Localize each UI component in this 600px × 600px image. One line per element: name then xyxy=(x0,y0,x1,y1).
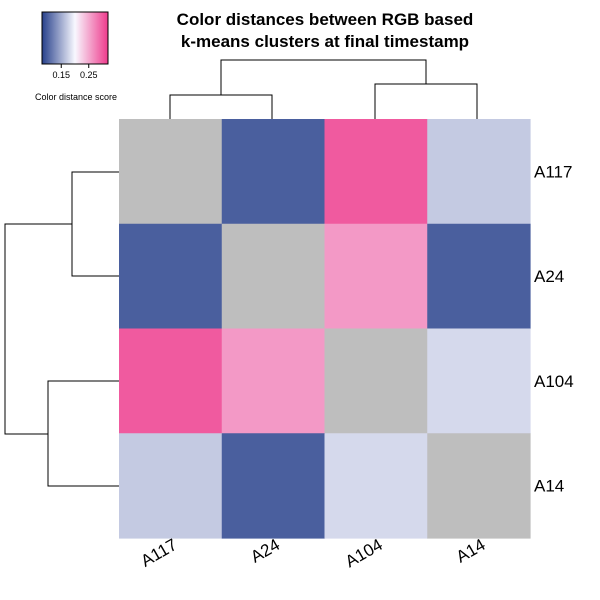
heatmap-cells xyxy=(119,119,531,539)
heatmap-cell-a24-a117 xyxy=(119,223,223,330)
heatmap-cell-a24-a14 xyxy=(427,223,531,330)
row-label-a117: A117 xyxy=(534,162,572,181)
column-label-a14: A14 xyxy=(453,535,489,567)
chart-title-line-2: k-means clusters at final timestamp xyxy=(181,32,469,51)
heatmap-cell-a117-a24 xyxy=(221,119,326,225)
column-dendrogram xyxy=(169,59,478,119)
color-key-tick-label: 0.25 xyxy=(80,70,98,80)
heatmap-cell-a14-a117 xyxy=(119,433,223,539)
column-label-a24: A24 xyxy=(247,535,283,567)
column-label-a104: A104 xyxy=(342,535,386,571)
heatmap-cell-a104-a104 xyxy=(324,328,428,434)
heatmap-cell-a14-a104 xyxy=(324,433,428,539)
column-dendrogram-branch-right xyxy=(374,83,478,119)
row-dendrogram-branch-top xyxy=(71,171,119,277)
row-label-a24: A24 xyxy=(534,267,564,286)
row-label-a104: A104 xyxy=(534,372,574,391)
color-key-legend: 0.15 0.25 Color distance score xyxy=(35,11,117,102)
heatmap-cell-a24-a104 xyxy=(324,223,428,330)
row-labels: A117 A24 A104 A14 xyxy=(534,162,574,495)
row-dendrogram xyxy=(4,171,119,487)
row-label-a14: A14 xyxy=(534,477,564,496)
color-key-gradient xyxy=(41,11,109,65)
column-labels: A117 A24 A104 A14 xyxy=(138,535,489,571)
row-dendrogram-root xyxy=(4,223,72,435)
row-dendrogram-branch-bottom xyxy=(47,380,119,487)
heatmap-cell-a117-a104 xyxy=(324,119,428,225)
heatmap-cell-a104-a24 xyxy=(221,328,326,434)
heatmap-cell-a117-a14 xyxy=(427,119,531,225)
color-key-tick-label: 0.15 xyxy=(52,70,70,80)
heatmap-cell-a14-a24 xyxy=(221,433,326,539)
heatmap-cell-a104-a117 xyxy=(119,328,223,434)
heatmap-cell-a24-a24 xyxy=(221,223,326,330)
chart-title-line-1: Color distances between RGB based xyxy=(177,10,474,29)
heatmap-cell-a14-a14 xyxy=(427,433,531,539)
column-label-a117: A117 xyxy=(138,535,181,571)
heatmap-cell-a104-a14 xyxy=(427,328,531,434)
column-dendrogram-root xyxy=(220,59,427,95)
column-dendrogram-branch-left xyxy=(169,94,273,119)
color-key-label: Color distance score xyxy=(35,92,117,102)
heatmap-cell-a117-a117 xyxy=(119,119,223,225)
